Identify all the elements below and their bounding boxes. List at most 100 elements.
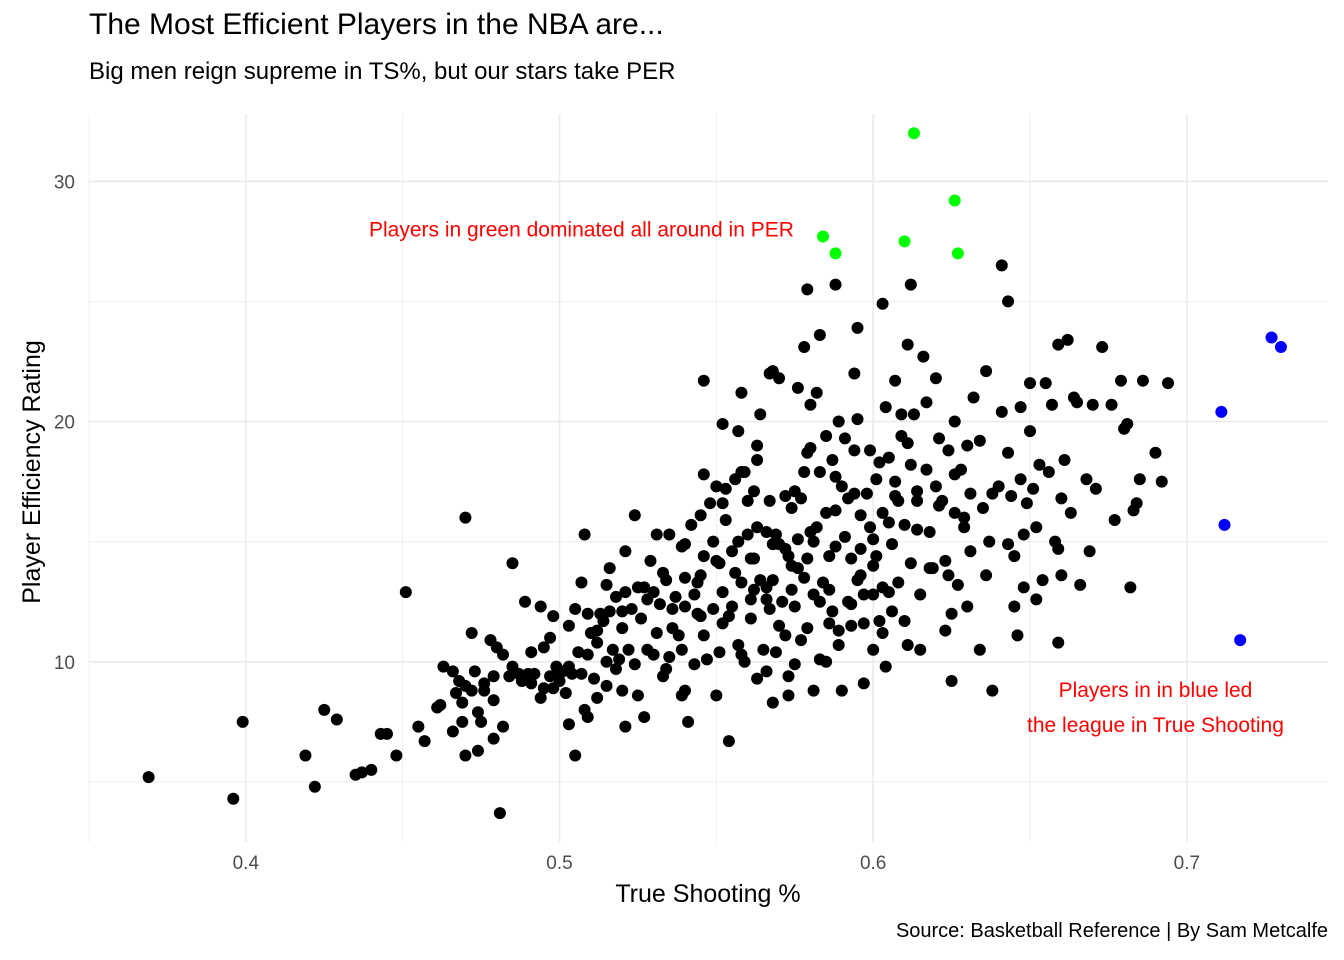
data-point [835, 480, 848, 493]
data-point [804, 398, 817, 411]
data-point [647, 648, 660, 661]
data-point [591, 624, 604, 637]
data-point [754, 408, 767, 421]
data-point [1036, 574, 1049, 587]
data-point [848, 367, 861, 380]
data-point [581, 648, 594, 661]
data-point [816, 230, 829, 243]
data-point [867, 643, 880, 656]
data-point [566, 667, 579, 680]
data-point [791, 533, 804, 546]
y-axis-label: Player Efficiency Rating [18, 340, 46, 604]
data-point [562, 718, 575, 731]
data-point [901, 338, 914, 351]
data-point [1133, 473, 1146, 486]
x-axis-label: True Shooting % [615, 880, 800, 908]
chart-title: The Most Efficient Players in the NBA ar… [89, 8, 664, 41]
data-point [1274, 341, 1287, 354]
data-point [760, 665, 773, 678]
data-point [889, 490, 902, 503]
data-point [763, 494, 776, 507]
data-point [835, 684, 848, 697]
data-point [697, 550, 710, 563]
data-point [1017, 528, 1030, 541]
data-point [829, 470, 842, 483]
data-point [939, 624, 952, 637]
data-point [889, 475, 902, 488]
data-point [801, 622, 814, 635]
data-point [1130, 497, 1143, 510]
data-point [660, 663, 673, 676]
data-point [958, 521, 971, 534]
data-point [547, 682, 560, 695]
data-point [578, 528, 591, 541]
data-point [707, 535, 720, 548]
data-point [889, 374, 902, 387]
data-point [449, 687, 462, 700]
data-point [813, 653, 826, 666]
data-point [497, 648, 510, 661]
data-point [832, 415, 845, 428]
data-point [700, 653, 713, 666]
data-point [1017, 581, 1030, 594]
data-point [1108, 514, 1121, 527]
data-point [820, 429, 833, 442]
data-point [741, 528, 754, 541]
x-tick-label: 0.7 [1174, 853, 1200, 874]
data-point [867, 533, 880, 546]
data-point [791, 381, 804, 394]
data-point [619, 586, 632, 599]
data-point [766, 696, 779, 709]
data-point [776, 595, 789, 608]
data-point [763, 602, 776, 615]
data-point [885, 538, 898, 551]
data-point [829, 278, 842, 291]
data-point [1024, 377, 1037, 390]
data-point [716, 586, 729, 599]
data-point [876, 626, 889, 639]
data-point [446, 725, 459, 738]
data-point [923, 562, 936, 575]
data-point [666, 622, 679, 635]
data-point [914, 588, 927, 601]
y-tick-label: 30 [54, 172, 75, 193]
data-point [569, 749, 582, 762]
data-point [898, 614, 911, 627]
data-point [751, 521, 764, 534]
data-point [1024, 425, 1037, 438]
data-point [1039, 377, 1052, 390]
data-point [638, 711, 651, 724]
data-point [813, 465, 826, 478]
data-point [798, 571, 811, 584]
data-point [1014, 473, 1027, 486]
data-point [785, 559, 798, 572]
data-point [907, 408, 920, 421]
data-point [788, 658, 801, 671]
data-point [1033, 458, 1046, 471]
data-point [691, 607, 704, 620]
data-point [330, 713, 343, 726]
data-point [948, 415, 961, 428]
data-point [867, 559, 880, 572]
data-point [876, 506, 889, 519]
data-point [757, 643, 770, 656]
data-point [675, 643, 688, 656]
data-point [1234, 634, 1247, 647]
data-point [675, 540, 688, 553]
data-point [487, 694, 500, 707]
data-point [798, 341, 811, 354]
axis-ticks: 0.4 0.5 0.6 0.7 10 20 30 [54, 172, 1200, 874]
data-point [722, 735, 735, 748]
data-point [446, 665, 459, 678]
data-point [459, 511, 472, 524]
data-point [1086, 398, 1099, 411]
data-point [603, 605, 616, 618]
data-point [1083, 545, 1096, 558]
data-point [475, 715, 488, 728]
data-point [503, 670, 516, 683]
data-point [697, 468, 710, 481]
data-point [399, 586, 412, 599]
data-point [914, 643, 927, 656]
data-point [1215, 405, 1228, 418]
data-point [726, 600, 739, 613]
